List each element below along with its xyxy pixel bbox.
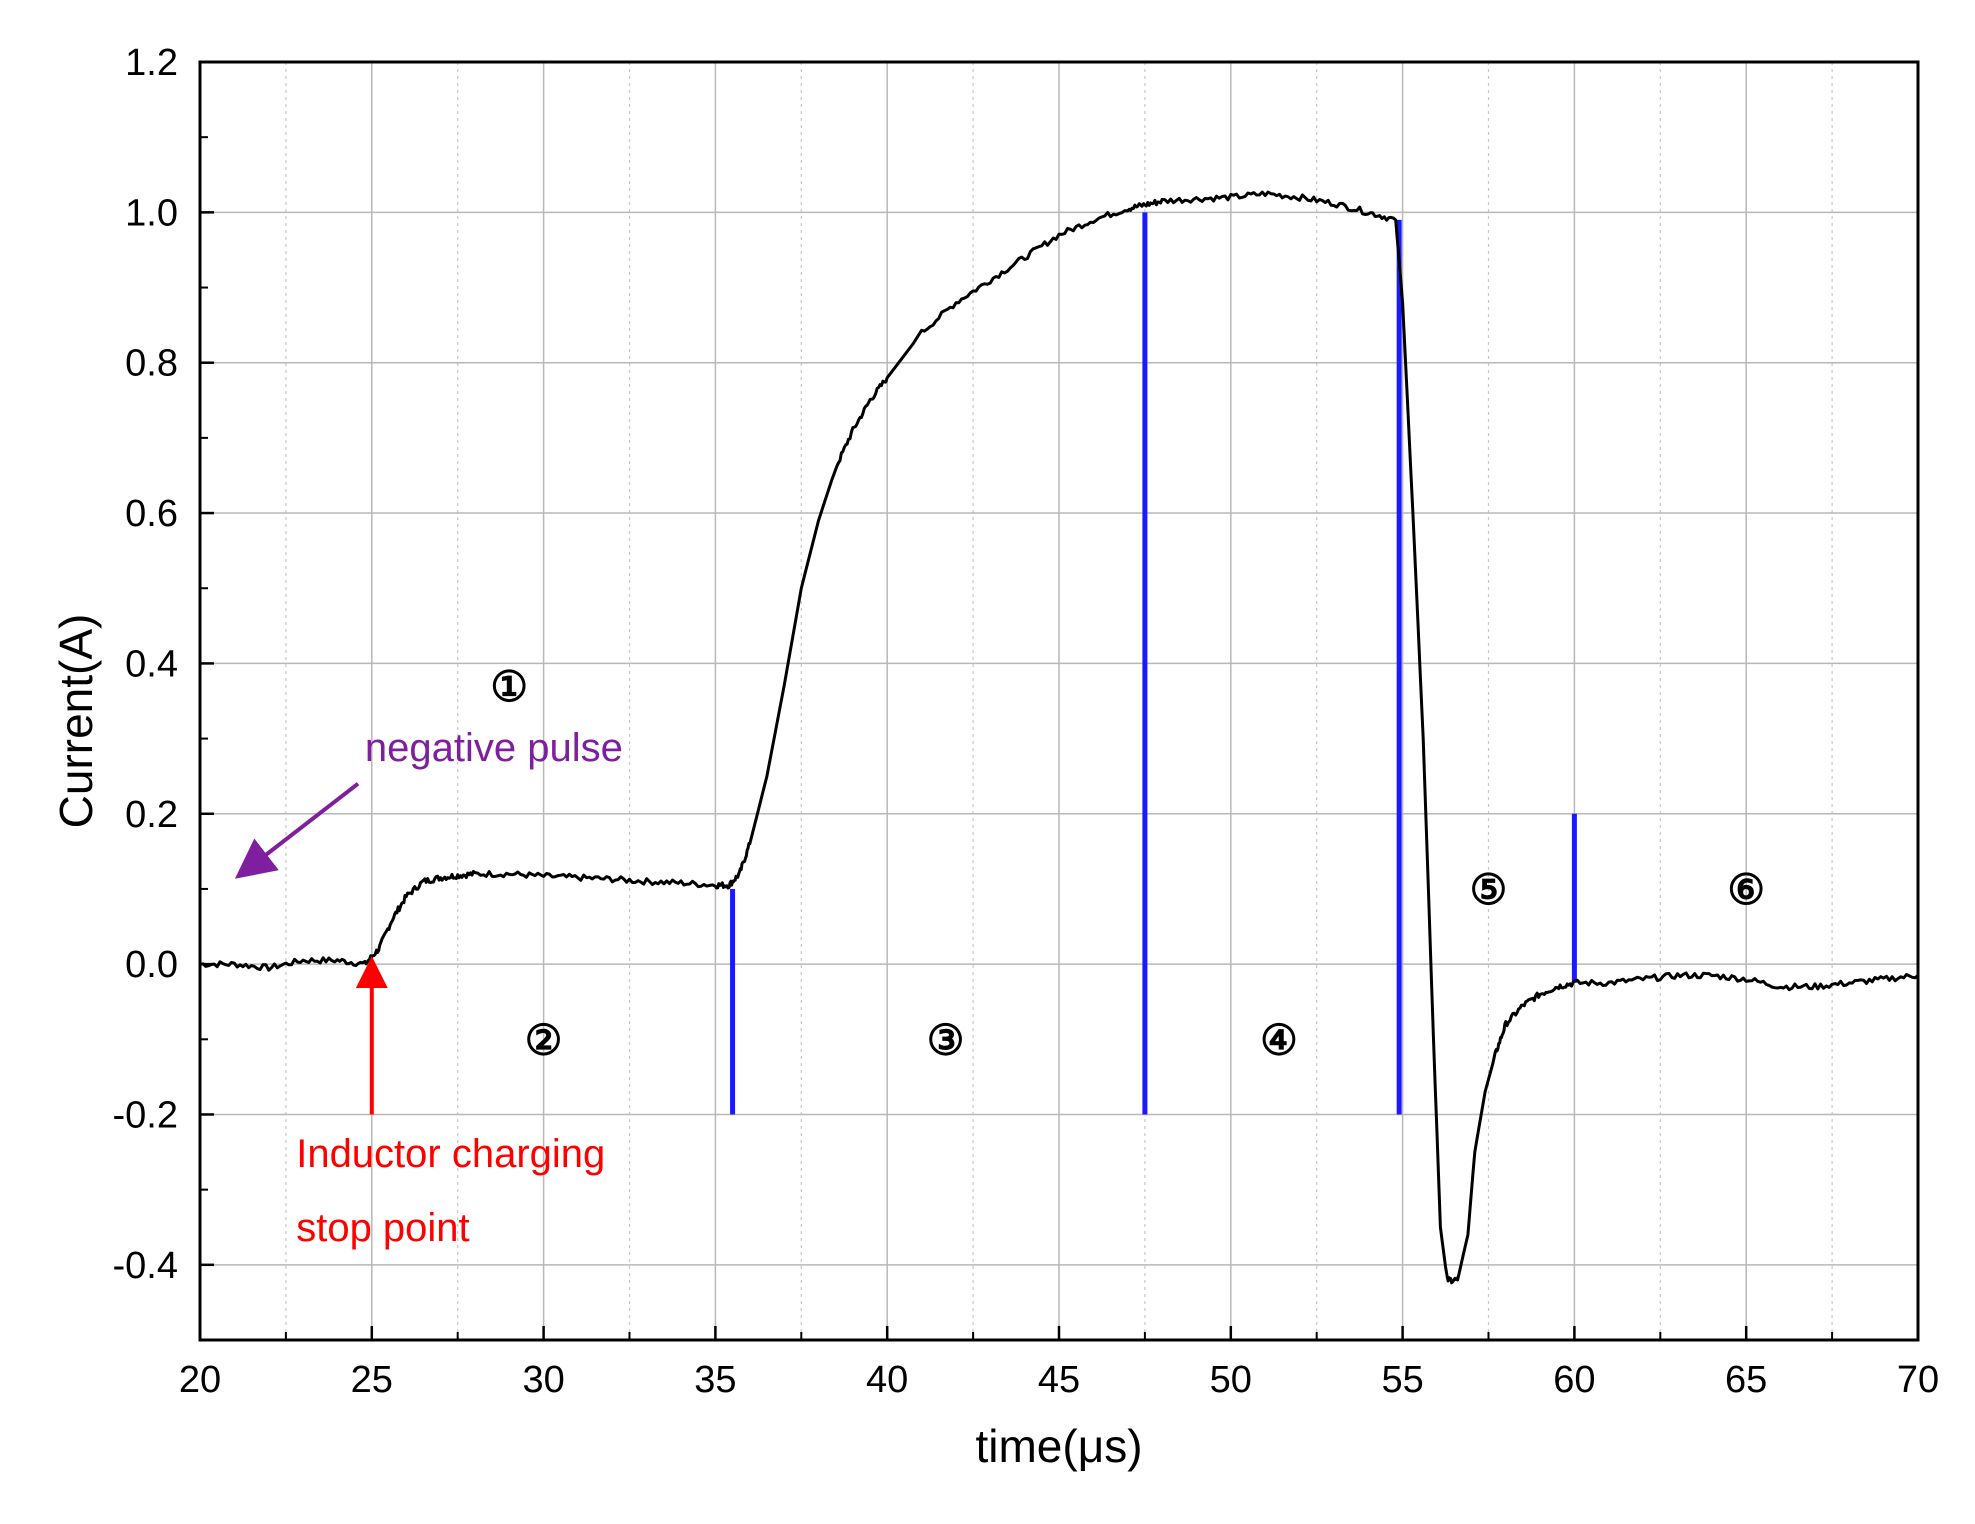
x-axis-title: time(μs) bbox=[975, 1420, 1142, 1472]
x-tick-label: 35 bbox=[694, 1359, 736, 1401]
x-tick-label: 30 bbox=[522, 1359, 564, 1401]
y-tick-label: 0.8 bbox=[125, 343, 178, 385]
x-tick-label: 25 bbox=[351, 1359, 393, 1401]
region-number: ② bbox=[525, 1016, 563, 1063]
y-tick-label: -0.2 bbox=[113, 1094, 178, 1136]
annotation-text: Inductor charging bbox=[296, 1132, 605, 1176]
y-tick-label: 0.4 bbox=[125, 643, 178, 685]
x-tick-label: 45 bbox=[1038, 1359, 1080, 1401]
tick-labels: 20 25 30 35 40 45 50 55 60 65 70 -0.4 -0.2 0.0 0.2 0.4 0… bbox=[113, 42, 1940, 1401]
x-tick-label: 50 bbox=[1210, 1359, 1252, 1401]
x-tick-label: 60 bbox=[1553, 1359, 1595, 1401]
x-tick-label: 40 bbox=[866, 1359, 908, 1401]
y-tick-label: 0.0 bbox=[125, 944, 178, 986]
x-tick-label: 20 bbox=[179, 1359, 221, 1401]
phase-boundaries bbox=[730, 212, 1577, 1115]
y-tick-label: 0.6 bbox=[125, 493, 178, 535]
region-number: ⑥ bbox=[1727, 866, 1765, 913]
region-number: ① bbox=[490, 663, 528, 710]
y-tick-label: -0.4 bbox=[113, 1245, 178, 1287]
annotations: negative pulse Inductor charging stop poin… bbox=[234, 726, 623, 1250]
axis-ticks bbox=[198, 60, 1920, 1340]
grid bbox=[199, 61, 1919, 1340]
y-tick-label: 1.0 bbox=[125, 192, 178, 234]
series-line bbox=[199, 190, 1919, 1285]
y-tick-label: 1.2 bbox=[125, 42, 178, 84]
region-labels: ① ② ③ ④ ⑤ ⑥ bbox=[490, 663, 1765, 1063]
x-tick-label: 55 bbox=[1381, 1359, 1423, 1401]
region-number: ③ bbox=[927, 1016, 965, 1063]
x-tick-label: 70 bbox=[1897, 1359, 1939, 1401]
annotation-arrow bbox=[234, 782, 360, 879]
annotation-text: negative pulse bbox=[365, 726, 623, 770]
series-group bbox=[199, 190, 1919, 1285]
annotation-text: stop point bbox=[296, 1206, 469, 1250]
y-axis-title: Current(A) bbox=[50, 614, 102, 829]
y-tick-label: 0.2 bbox=[125, 794, 178, 836]
region-number: ⑤ bbox=[1470, 866, 1508, 913]
x-tick-label: 65 bbox=[1725, 1359, 1767, 1401]
region-number: ④ bbox=[1260, 1016, 1298, 1063]
